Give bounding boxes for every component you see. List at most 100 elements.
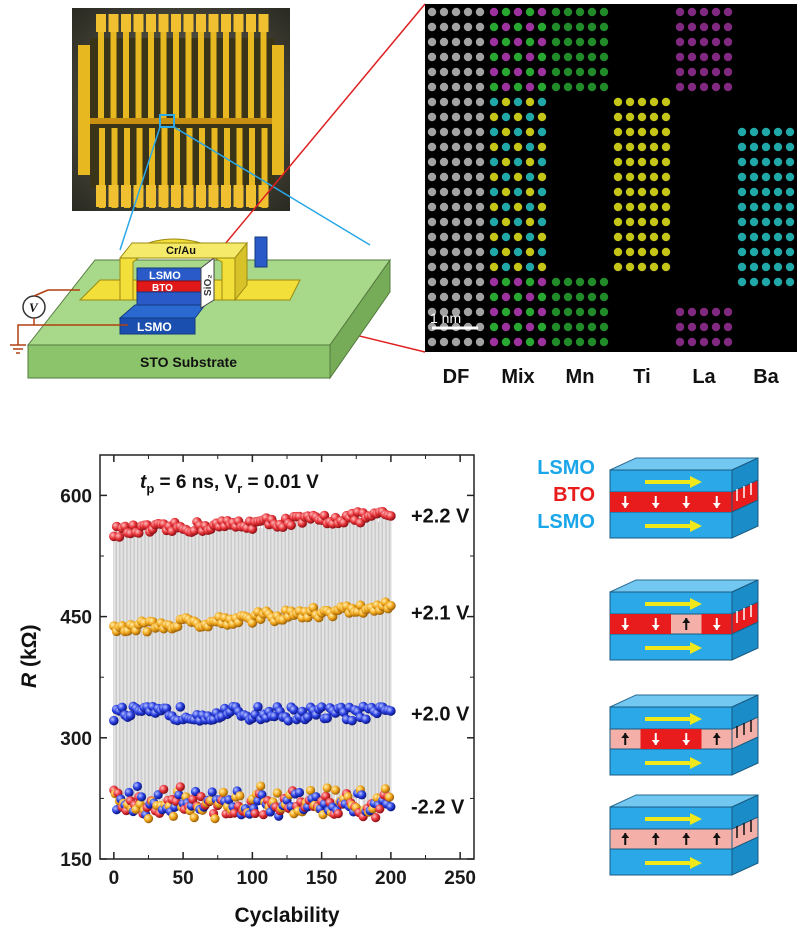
point-low-state [235,791,245,801]
x-tick-label: 50 [173,868,194,889]
x-axis-label: Cyclability [234,904,339,927]
point-20V [322,713,332,723]
y-tick-label: 150 [60,850,92,871]
layer-label: BTO [553,484,595,506]
point-low-state [124,787,134,798]
zoom-line-right [173,126,371,246]
point-low-state [207,787,217,797]
point-20V [253,701,263,712]
point-low-state [322,783,332,793]
point-low-state [159,784,169,794]
point-20V [361,714,371,725]
series-label: +2.2 V [411,506,470,528]
point-20V [161,703,172,714]
layer-label: LSMO [537,457,595,479]
stem-label-la: La [692,366,716,388]
sio2-label: SiO₂ [203,274,214,296]
bottom-lsmo-label: LSMO [137,320,172,334]
point-20V [283,715,294,726]
stem-panel-mn [551,7,609,347]
point-22V [286,520,296,531]
x-tick-label: 0 [109,868,120,889]
domain-block [609,579,759,661]
pillar-lsmo-label: LSMO [149,270,181,282]
stem-panel-ti [613,97,671,272]
stem-panel-ba [737,127,795,287]
x-tick-label: 250 [444,868,476,889]
layer-label: LSMO [537,511,595,533]
layer-labels: LSMO BTO LSMO [537,457,595,533]
point-low-state [143,814,154,824]
point-20V [386,706,396,716]
point-low-state [375,804,385,814]
point-22V [114,532,125,542]
point-low-state [136,792,147,802]
point-21V [386,600,396,611]
point-low-state [294,787,305,798]
chip-photo [72,8,290,211]
point-low-state [174,790,184,800]
substrate-label: STO Substrate [140,354,237,370]
switching-lines [113,511,392,817]
domain-block [609,794,759,876]
point-low-state [305,785,316,796]
stem-label-ba: Ba [753,366,779,388]
point-low-state [175,782,185,792]
series-label: -2.2 V [411,796,465,818]
stem-panel-la [675,7,733,347]
stem-maps [425,4,797,352]
data-points [109,506,396,824]
point-low-state [189,812,199,823]
domain-block [609,457,759,539]
point-20V [175,702,186,712]
point-20V [109,715,119,726]
stem-label-df: DF [443,366,470,388]
x-tick-label: 150 [306,868,338,889]
stem-panel-df [427,7,485,347]
point-21V [247,618,258,628]
chart-title: tp = 6 ns, Vr = 0.01 V [140,472,319,496]
point-low-state [257,790,267,800]
point-low-state [330,785,341,795]
stem-label-mix: Mix [501,366,534,388]
stem-label-ti: Ti [633,366,650,388]
zoom-box [159,114,175,128]
point-low-state [371,813,381,823]
point-low-state [272,788,282,798]
point-20V [125,710,136,721]
stem-panel-labels: DF Mix Mn Ti La Ba [443,366,780,388]
resistance-chart: 0 50 100 150 200 250 150 300 450 600 tp = 6 ns, V… [18,454,476,927]
point-20V [117,702,127,713]
x-tick-label: 200 [375,868,407,889]
zoom-line-left [119,126,161,251]
point-low-state [196,792,206,802]
point-22V [319,510,330,521]
point-low-state [258,809,269,820]
scale-bar-label: 1 nm [430,310,461,326]
point-low-state [188,794,198,804]
point-low-state [224,795,234,805]
point-20V [302,712,313,722]
pillar-bto-label: BTO [152,283,173,294]
series-labels: +2.2 V +2.1 V +2.0 V -2.2 V [411,506,470,819]
point-low-state [210,814,220,824]
point-low-state [132,781,142,791]
point-low-state [218,787,228,797]
voltmeter-label: V [29,300,39,315]
crau-label: Cr/Au [166,245,196,257]
point-20V [289,705,299,715]
series-label: +2.1 V [411,603,470,625]
stem-scale: 1 nm [430,310,478,330]
point-21V [308,602,319,613]
y-axis-label: R (kΩ) [18,624,41,688]
series-label: +2.0 V [411,704,470,726]
device-schematic: STO Substrate LSMO LSMO BTO SiO₂ Cr/Au V [10,236,391,380]
point-low-state [384,792,395,802]
point-low-state [250,808,260,819]
point-low-state [229,808,239,818]
y-tick-label: 300 [60,729,92,750]
y-tick-label: 450 [60,608,92,629]
stem-zoom-line-top [204,3,426,269]
point-21V [142,626,152,637]
